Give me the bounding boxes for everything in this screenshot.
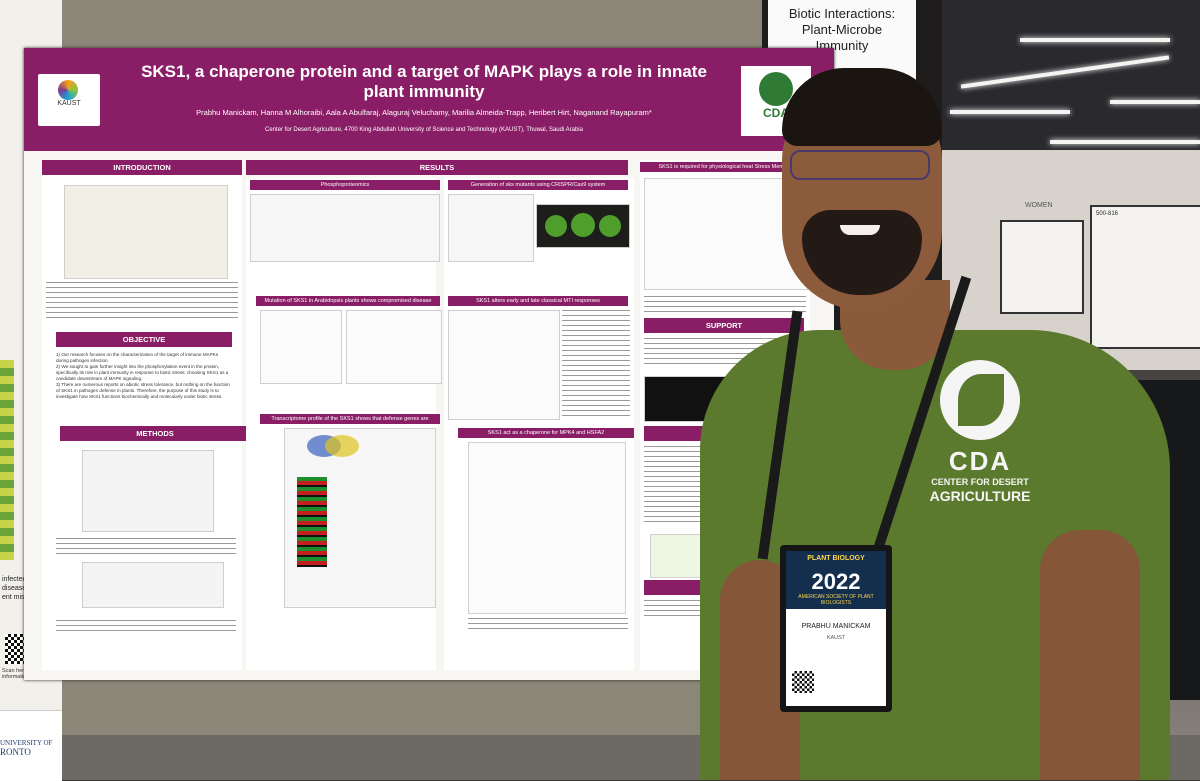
shirt-logo-text: CDA (948, 446, 1012, 476)
section-header: SUPPORT (644, 318, 804, 333)
kaust-logo (38, 74, 100, 126)
badge-organization: KAUST (826, 635, 846, 641)
subsection-header: SKS1 is required for physiological heat … (640, 162, 810, 172)
methods-text (56, 538, 236, 558)
methods-figure (82, 562, 224, 608)
venn-diagram (325, 435, 359, 457)
shirt-logo-subtext: CENTER FOR DESERT (931, 477, 1029, 487)
methods-figure (82, 450, 214, 532)
badge-name: PRABHU MANICKAM (801, 623, 871, 630)
section-header: METHODS (60, 426, 250, 441)
badge-qr-code (792, 671, 814, 693)
plant-image (599, 215, 621, 237)
university-logo-text: UNIVERSITY OF (0, 739, 53, 747)
poster-column: Phosphoproteomics Mutation of SKS1 in Ar… (246, 178, 442, 670)
poster-affiliation: Center for Desert Agriculture, 4700 King… (265, 127, 583, 133)
ceiling (940, 0, 1200, 170)
subsection-header: Generation of sks mutants using CRISPR/C… (448, 180, 628, 190)
glasses (790, 150, 930, 180)
wall-sign: WOMEN (1025, 202, 1053, 209)
kaust-logo-icon (58, 80, 78, 100)
booth-number: 500-816 (1096, 211, 1119, 217)
ceiling-light (950, 110, 1070, 114)
cda-leaf-icon (940, 360, 1020, 440)
plant-image (571, 213, 595, 237)
badge-year: 2022 (811, 569, 861, 594)
poster-column: INTRODUCTION OBJECTIVE 1) Our research f… (42, 160, 250, 670)
subsection-header: SKS1 act as a chaperone for MPK4 and HSF… (458, 428, 634, 438)
hair (782, 68, 942, 146)
plant-image (545, 215, 567, 237)
poster-title: SKS1, a chaperone protein and a target o… (141, 62, 707, 101)
neighbor-poster-figure (0, 360, 14, 560)
intro-figure (64, 185, 228, 279)
subsection-header: Transcriptome profile of the SKS1 shows … (260, 414, 440, 432)
poster-header: KAUST SKS1, a chaperone protein and a ta… (24, 48, 834, 151)
subsection-header: Phosphoproteomics (250, 180, 440, 190)
leaf-cutout (958, 374, 1004, 426)
background-poster (1000, 220, 1084, 314)
section-header: RESULTS (246, 160, 628, 175)
chaperone-text (468, 618, 628, 632)
subsection-header: Mutation of SKS1 in Arabidopsis plants s… (256, 296, 440, 314)
session-sign-line: Biotic Interactions: (788, 6, 896, 21)
kaust-logo-label: KAUST (57, 100, 81, 107)
badge-header: PLANT BIOLOGY 2022 AMERICAN SOCIETY OF P… (786, 551, 886, 609)
badge-society: AMERICAN SOCIETY OF PLANT BIOLOGISTS (798, 594, 874, 606)
heatmap-figure (297, 477, 327, 567)
session-sign-line: Plant-Microbe (801, 22, 883, 37)
ceiling-light (1110, 100, 1200, 104)
poster-authors: Prabhu Manickam, Hanna M Alhoraibi, Aala… (196, 108, 652, 117)
plant-photo (536, 204, 630, 248)
name-badge: PLANT BIOLOGY 2022 AMERICAN SOCIETY OF P… (780, 545, 892, 712)
smile (840, 225, 880, 235)
ceiling-light (1020, 38, 1170, 42)
heat-stress-text (644, 296, 806, 314)
mti-text (562, 310, 630, 418)
university-logo-text: RONTO (0, 747, 31, 757)
intro-text (46, 282, 238, 320)
badge-conference: PLANT BIOLOGY (807, 555, 865, 562)
transcriptome-figure (284, 428, 436, 608)
ros-burst-chart (346, 310, 442, 384)
methods-text (56, 620, 236, 634)
section-header: OBJECTIVE (56, 332, 232, 347)
neighbor-text: infected (2, 576, 27, 583)
neighbor-text: disease (2, 585, 27, 592)
cda-leaf-icon (759, 72, 793, 106)
subsection-header: SKS1 alters early and late classical MTI… (448, 296, 628, 306)
objective-text: 1) Our research focuses on the character… (56, 352, 230, 399)
neighbor-text: ent missing (2, 594, 38, 601)
presenter-person: CDA CENTER FOR DESERT AGRICULTURE PLANT … (700, 60, 1180, 780)
ceiling-light (1050, 140, 1200, 144)
background-poster: 500-816 (1090, 205, 1200, 349)
right-arm (1040, 530, 1140, 780)
shirt-cda-logo: CDA CENTER FOR DESERT AGRICULTURE (920, 360, 1040, 504)
section-header: INTRODUCTION (42, 160, 242, 175)
crispr-figure (448, 194, 534, 262)
back-wall: 500-816 WOMEN (940, 150, 1200, 370)
poster-column: Generation of sks mutants using CRISPR/C… (444, 178, 634, 670)
disease-resistance-chart (260, 310, 342, 384)
beard (802, 210, 922, 295)
phospho-figure (250, 194, 440, 262)
shirt-logo-subtext: AGRICULTURE (929, 488, 1031, 504)
mti-charts (448, 310, 560, 420)
chaperone-charts (468, 442, 626, 614)
